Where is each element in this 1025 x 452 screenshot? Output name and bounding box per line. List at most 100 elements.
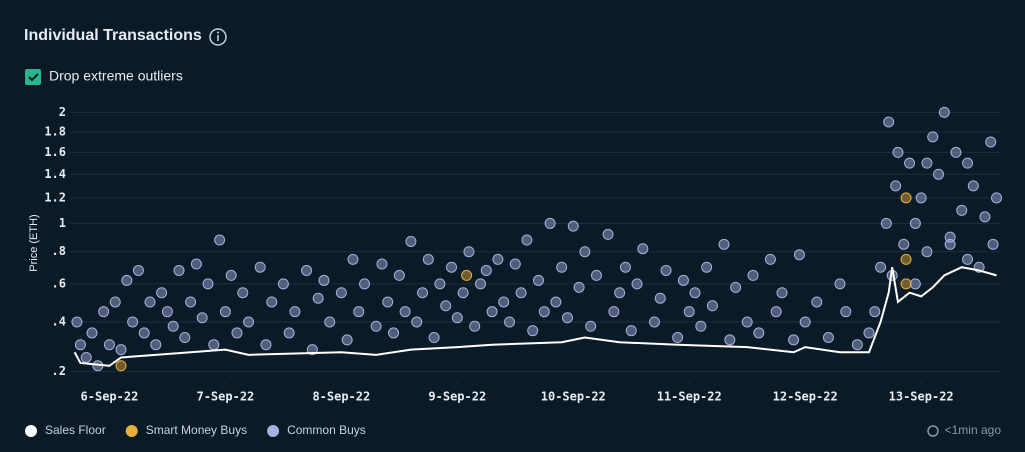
x-tick-label: 6-Sep-22 xyxy=(81,390,139,404)
chart-title: Individual Transactions xyxy=(24,27,202,44)
data-point xyxy=(486,306,498,318)
data-point xyxy=(376,258,388,270)
data-point xyxy=(915,192,927,204)
data-point xyxy=(979,211,991,223)
info-icon[interactable] xyxy=(209,28,227,46)
data-point xyxy=(962,157,974,169)
data-point xyxy=(579,246,591,258)
data-point xyxy=(179,332,191,344)
data-point xyxy=(474,278,486,290)
data-point xyxy=(701,261,713,273)
data-point xyxy=(80,351,92,363)
y-axis-label: Price (ETH) xyxy=(28,214,40,271)
data-point xyxy=(741,316,753,328)
x-tick-label: 7-Sep-22 xyxy=(196,390,254,404)
legend-label: Smart Money Buys xyxy=(146,423,247,437)
data-point xyxy=(225,269,237,281)
data-point xyxy=(883,116,895,128)
data-point xyxy=(219,306,231,318)
data-point xyxy=(457,287,469,299)
data-point xyxy=(254,261,266,273)
data-point xyxy=(388,327,400,339)
data-point xyxy=(660,264,672,276)
data-point xyxy=(115,344,127,356)
data-point xyxy=(567,220,579,232)
data-point xyxy=(793,249,805,261)
data-point xyxy=(892,146,904,158)
data-point xyxy=(260,339,272,351)
data-point xyxy=(190,258,202,270)
checkbox[interactable] xyxy=(25,69,41,85)
data-point xyxy=(863,327,875,339)
y-tick-label: .4 xyxy=(52,314,66,328)
x-tick-label: 13-Sep-22 xyxy=(889,390,954,404)
data-point xyxy=(161,306,173,318)
data-point xyxy=(509,258,521,270)
y-tick-label: .2 xyxy=(52,364,66,378)
data-point xyxy=(405,235,417,247)
data-point xyxy=(851,339,863,351)
data-point xyxy=(898,238,910,250)
data-point xyxy=(654,292,666,304)
data-point xyxy=(811,296,823,308)
sales-floor-line xyxy=(73,266,997,367)
data-point xyxy=(277,278,289,290)
data-point xyxy=(498,296,510,308)
data-point xyxy=(353,306,365,318)
data-point xyxy=(550,296,562,308)
data-point xyxy=(434,278,446,290)
data-point xyxy=(121,274,133,286)
data-point xyxy=(695,320,707,332)
data-point xyxy=(875,261,887,273)
data-point xyxy=(799,316,811,328)
y-tick-label: 2 xyxy=(59,105,66,119)
data-point xyxy=(933,168,945,180)
data-point xyxy=(672,332,684,344)
data-point xyxy=(480,264,492,276)
data-point xyxy=(463,246,475,258)
y-tick-label: 1.4 xyxy=(44,167,66,181)
data-point xyxy=(556,261,568,273)
data-point xyxy=(231,327,243,339)
data-point xyxy=(138,327,150,339)
data-point xyxy=(648,316,660,328)
update-status: <1min ago xyxy=(945,423,1002,437)
data-point xyxy=(301,264,313,276)
data-point xyxy=(71,316,83,328)
data-point xyxy=(718,238,730,250)
data-point xyxy=(74,339,86,351)
data-point xyxy=(243,316,255,328)
data-point xyxy=(544,217,556,229)
data-point xyxy=(921,246,933,258)
series-line xyxy=(73,266,997,367)
data-point xyxy=(521,234,533,246)
data-point xyxy=(561,312,573,324)
data-point xyxy=(573,281,585,293)
y-tick-label: 1.8 xyxy=(44,124,66,138)
data-point xyxy=(962,253,974,265)
data-point xyxy=(283,327,295,339)
data-point xyxy=(538,306,550,318)
data-point xyxy=(318,274,330,286)
data-point xyxy=(515,287,527,299)
data-point xyxy=(127,316,139,328)
checkbox-label[interactable]: Drop extreme outliers xyxy=(49,68,183,84)
data-point xyxy=(422,253,434,265)
data-point xyxy=(614,287,626,299)
data-point xyxy=(776,287,788,299)
y-tick-label: 1 xyxy=(59,216,66,230)
data-point xyxy=(869,306,881,318)
data-point xyxy=(944,238,956,250)
data-point xyxy=(747,269,759,281)
x-tick-label: 9-Sep-22 xyxy=(428,390,486,404)
data-point xyxy=(341,334,353,346)
data-point xyxy=(399,306,411,318)
y-tick-label: .8 xyxy=(52,244,66,258)
data-point xyxy=(173,264,185,276)
data-point xyxy=(619,261,631,273)
data-point xyxy=(689,287,701,299)
y-tick-label: 1.2 xyxy=(44,190,66,204)
data-point xyxy=(527,325,539,337)
data-point xyxy=(109,296,121,308)
